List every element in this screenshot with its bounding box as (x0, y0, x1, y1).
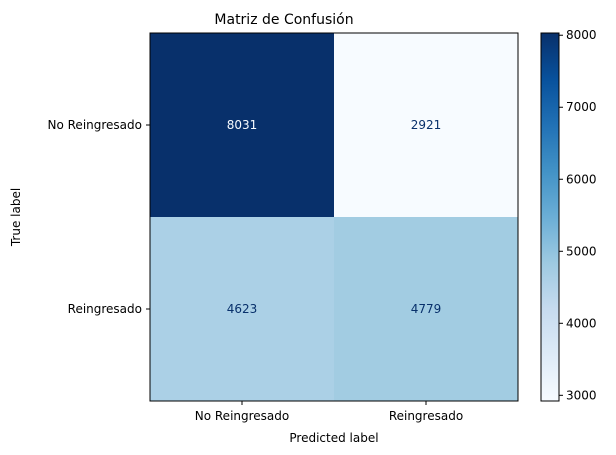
y-axis-label: True label (9, 188, 23, 247)
heatmap-cell (334, 33, 518, 217)
x-tick-label: Reingresado (389, 409, 463, 423)
y-tick-label: No Reingresado (48, 118, 143, 132)
colorbar-tick-label: 5000 (566, 244, 597, 258)
heatmap-cell (150, 33, 334, 217)
colorbar (540, 32, 560, 402)
cell-value-label: 2921 (411, 118, 442, 132)
plot-frame (149, 32, 519, 402)
heatmap-cell (150, 217, 334, 401)
heatmap-cell (334, 217, 518, 401)
colorbar-tick-label: 6000 (566, 172, 597, 186)
x-axis-label: Predicted label (289, 431, 378, 445)
cell-value-label: 4623 (227, 302, 258, 316)
colorbar-tick-label: 3000 (566, 388, 597, 402)
cell-value-label: 8031 (227, 118, 258, 132)
colorbar-tick-label: 4000 (566, 316, 597, 330)
colorbar-tick-label: 7000 (566, 100, 597, 114)
cell-value-label: 4779 (411, 302, 442, 316)
y-tick-label: Reingresado (68, 302, 142, 316)
chart-title: Matriz de Confusión (214, 12, 353, 28)
colorbar-tick-label: 8000 (566, 28, 597, 42)
x-tick-label: No Reingresado (195, 409, 290, 423)
